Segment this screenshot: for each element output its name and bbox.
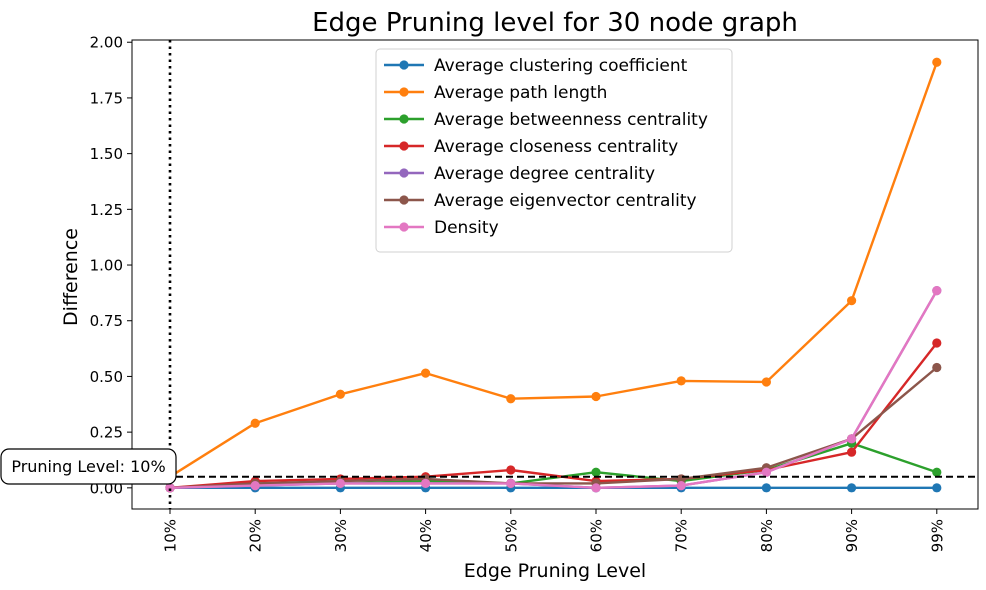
series-6-point xyxy=(932,362,942,373)
legend-label: Average clustering coefficient xyxy=(434,56,688,76)
legend-label: Average eigenvector centrality xyxy=(434,191,697,211)
series-3-point xyxy=(932,467,942,477)
x-tick-label: 20% xyxy=(247,519,265,552)
series-2-point xyxy=(676,376,686,386)
series-7-point xyxy=(932,286,942,296)
series-2-point xyxy=(761,377,772,387)
series-7-point xyxy=(250,481,260,491)
legend-label: Average degree centrality xyxy=(434,164,655,184)
x-tick-label: 30% xyxy=(332,519,350,552)
plot-frame xyxy=(131,39,979,510)
x-tick-label: 10% xyxy=(162,519,180,552)
series-2-point xyxy=(250,418,260,428)
series-7-point xyxy=(761,467,772,477)
series-7-point xyxy=(506,478,516,488)
legend: Average clustering coefficient Average pa… xyxy=(375,48,733,253)
series-7-point xyxy=(847,434,857,444)
legend-swatch-marker xyxy=(399,141,409,151)
legend-label: Average betweenness centrality xyxy=(434,110,708,130)
series-7-point xyxy=(421,478,431,488)
series-line-2 xyxy=(169,61,938,478)
x-tick-label: 40% xyxy=(417,519,435,552)
series-2-point xyxy=(932,57,942,67)
y-tick-label: 2.00 xyxy=(90,34,123,52)
series-line-7 xyxy=(169,290,938,489)
chart-title: Edge Pruning level for 30 node graph xyxy=(312,8,798,38)
series-7-point xyxy=(335,478,345,488)
series-2-point xyxy=(506,394,516,404)
series-1-point xyxy=(761,483,772,493)
y-tick-label: 0.25 xyxy=(90,424,123,442)
y-axis-label: Difference xyxy=(60,228,82,326)
x-tick-label: 80% xyxy=(758,519,776,552)
series-4-point xyxy=(847,447,857,457)
series-line-6 xyxy=(169,366,938,489)
series-4-point xyxy=(932,338,942,348)
x-tick-label: 90% xyxy=(843,519,861,552)
series-2-point xyxy=(335,389,345,399)
y-tick-label: 0.75 xyxy=(90,312,123,330)
legend-swatch-marker xyxy=(399,168,409,178)
y-tick-label: 1.25 xyxy=(90,201,123,219)
legend-swatch-marker xyxy=(399,195,409,205)
legend-swatch-marker xyxy=(399,60,409,70)
legend-label: Average closeness centrality xyxy=(434,137,678,157)
series-3-point xyxy=(591,467,601,477)
series-2-point xyxy=(847,296,857,306)
x-tick-label: 60% xyxy=(588,519,606,552)
legend-label: Density xyxy=(434,218,499,238)
y-tick-label: 1.50 xyxy=(90,145,123,163)
legend-box xyxy=(375,48,733,253)
series-2-point xyxy=(591,391,601,402)
series-1-point xyxy=(847,483,857,493)
x-tick-label: 50% xyxy=(502,519,520,552)
y-tick-label: 1.00 xyxy=(90,257,123,275)
series-7-point xyxy=(591,483,601,493)
x-axis-label: Edge Pruning Level xyxy=(464,560,646,582)
legend-swatch-marker xyxy=(399,222,409,232)
legend-label: Average path length xyxy=(434,83,607,103)
y-tick-label: 0.50 xyxy=(90,368,123,386)
series-1-point xyxy=(932,483,942,493)
x-tick-label: 70% xyxy=(673,519,691,552)
series-7-point xyxy=(676,481,686,491)
series-4-point xyxy=(506,465,516,475)
legend-swatch-marker xyxy=(399,114,409,124)
annotation-text: Pruning Level: 10% xyxy=(11,457,165,476)
legend-swatch-marker xyxy=(399,87,409,97)
annotation-box xyxy=(0,448,177,485)
series-2-point xyxy=(421,368,431,378)
series-7-point xyxy=(165,483,175,493)
x-tick-label: 99% xyxy=(928,519,946,552)
y-tick-label: 1.75 xyxy=(90,89,123,107)
series-line-4 xyxy=(169,342,938,489)
